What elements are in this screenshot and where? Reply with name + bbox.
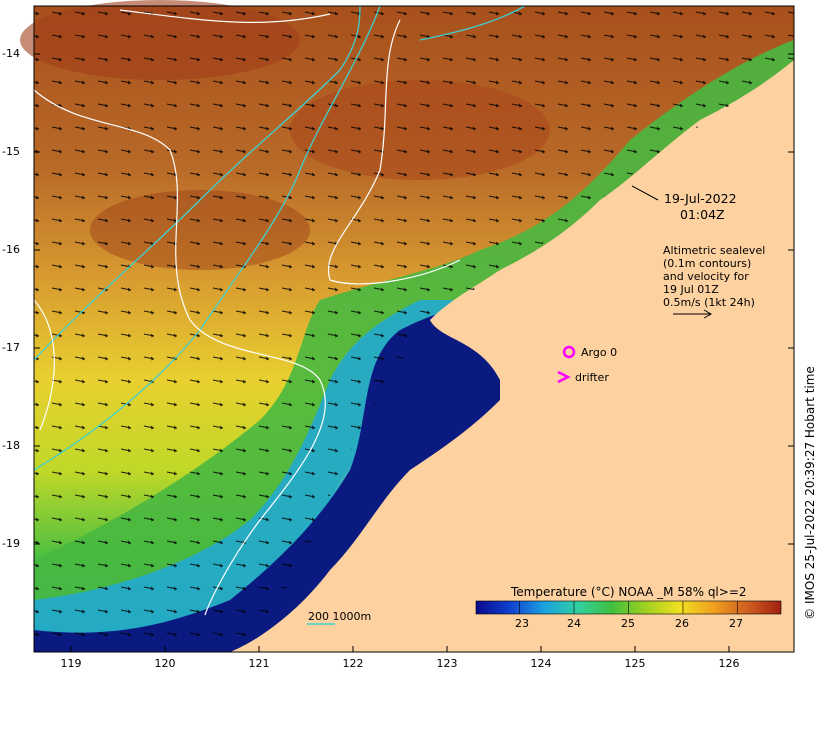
lat-tick-label: -17 (2, 341, 20, 354)
axis-ticks (34, 53, 794, 652)
lon-tick-label: 119 (60, 657, 82, 670)
cold-coastal-water (34, 309, 520, 652)
colorbar-tick-label: 26 (675, 617, 689, 630)
map-frame (33, 5, 795, 653)
lon-tick-label: 126 (718, 657, 740, 670)
argo-label: Argo 0 (581, 346, 618, 359)
lat-tick-label: -18 (2, 439, 20, 452)
lon-tick-label: 120 (154, 657, 176, 670)
altimetry-note-line: 0.5m/s (1kt 24h) (663, 296, 755, 309)
colorbar-ticks (519, 601, 738, 614)
isobath-1000m (33, 5, 361, 361)
sst-map (20, 0, 795, 653)
isobath-label: 200 1000m (308, 610, 372, 623)
lat-tick-label: -16 (2, 243, 20, 256)
sealevel-contour (119, 9, 331, 23)
map-date: 19-Jul-2022 (664, 191, 737, 206)
lon-tick-label: 125 (624, 657, 646, 670)
lon-tick-label: 122 (342, 657, 364, 670)
drifter-marker (557, 370, 571, 384)
lat-tick-label: -15 (2, 145, 20, 158)
colorbar-title: Temperature (°C) NOAA _M 58% ql>=2 (511, 585, 747, 599)
isobath-1000m-east (419, 5, 526, 41)
colorbar-tick-label: 25 (621, 617, 635, 630)
sealevel-contour (33, 89, 326, 616)
velocity-scale-arrow (673, 309, 713, 319)
argo-marker (562, 345, 576, 359)
lon-tick-label: 124 (530, 657, 552, 670)
lat-tick-label: -14 (2, 47, 20, 60)
sealevel-contour (327, 19, 461, 285)
lon-tick-label: 123 (436, 657, 458, 670)
isobath-200m (33, 5, 381, 471)
altimetry-note-line: and velocity for (663, 270, 749, 283)
date-leader-line (631, 185, 659, 201)
land-mass (340, 300, 794, 652)
altimetry-note-line: (0.1m contours) (663, 257, 752, 270)
colorbar-tick-label: 23 (515, 617, 529, 630)
map-time: 01:04Z (680, 207, 725, 222)
colorbar-tick-label: 24 (567, 617, 581, 630)
colorbar-tick-label: 27 (729, 617, 743, 630)
sealevel-contour (33, 299, 55, 431)
imos-credit: © IMOS 25-Jul-2022 20:39:27 Hobart time (803, 366, 817, 620)
altimetry-note-line: Altimetric sealevel (663, 244, 766, 257)
altimetry-note-line: 19 Jul 01Z (663, 283, 719, 296)
velocity-arrows (34, 6, 794, 652)
drifter-label: drifter (575, 371, 609, 384)
lon-tick-label: 121 (248, 657, 270, 670)
lat-tick-label: -19 (2, 537, 20, 550)
